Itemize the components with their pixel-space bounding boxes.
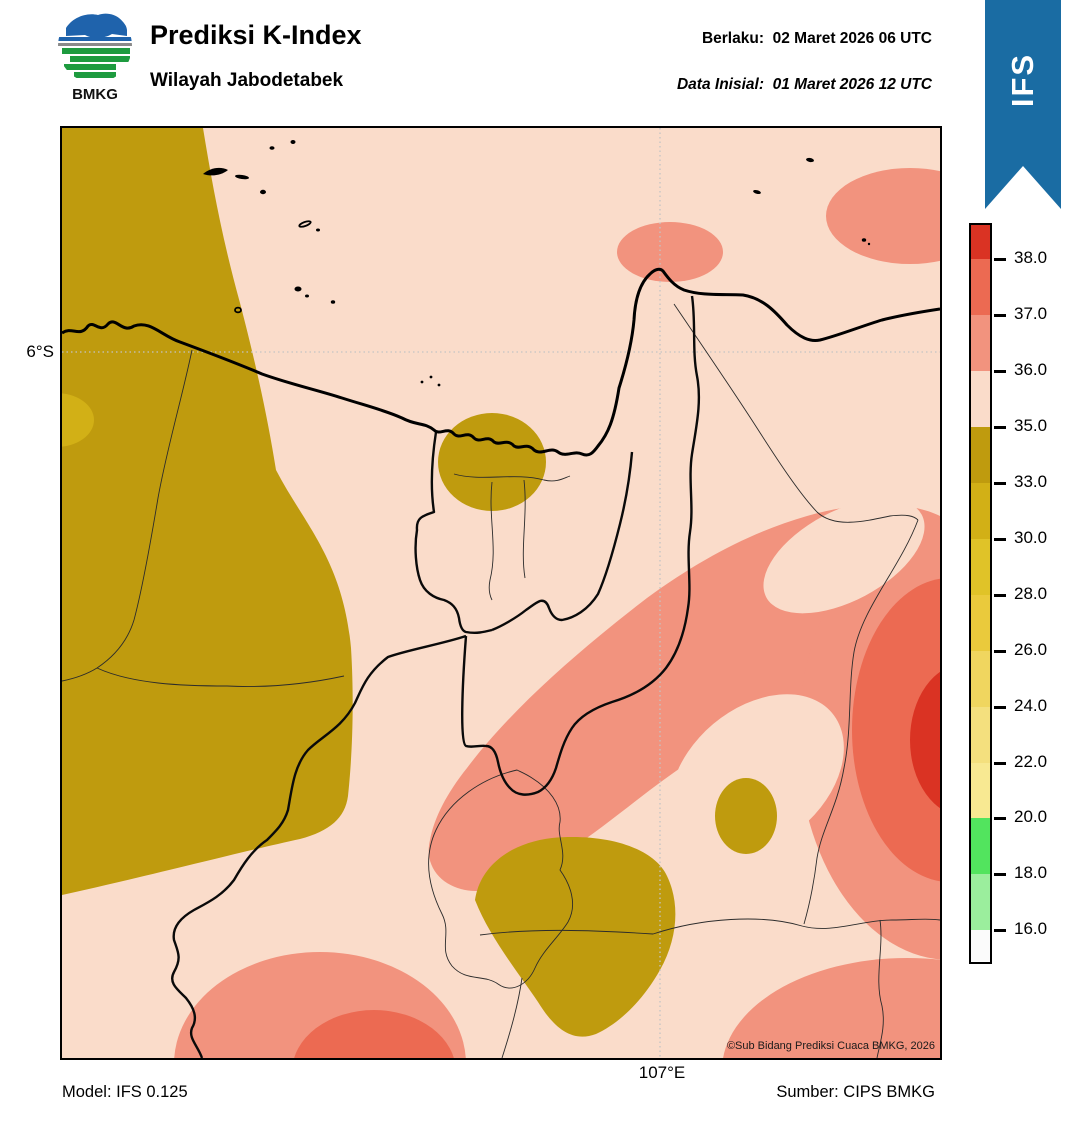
district-line-bottom-right: [876, 919, 884, 1059]
colorbar-tick-mark: [994, 706, 1006, 709]
district-river-lower: [803, 519, 919, 925]
colorbar-tick-label: 16.0: [1014, 919, 1048, 938]
province-border-jakarta-east: [491, 451, 634, 632]
contour-olive-west: [62, 128, 353, 895]
colorbar-tick-label: 36.0: [1014, 360, 1048, 379]
coastline: [61, 267, 941, 457]
colorbar-band: [971, 763, 990, 818]
logo-text: BMKG: [72, 86, 118, 102]
page-title: Prediksi K-Index: [150, 20, 362, 50]
colorbar-tick-mark: [994, 538, 1006, 541]
colorbar-band: [971, 930, 990, 961]
province-border-long-west: [171, 634, 467, 1059]
peach-wedge-b: [670, 694, 844, 858]
colorbar-tick-mark: [994, 762, 1006, 765]
lon-tick-label: 107°E: [638, 1063, 686, 1082]
contour-olive-jakarta: [438, 413, 546, 511]
province-border-jakarta-west: [414, 431, 493, 635]
colorbar-tick-label: 28.0: [1014, 584, 1048, 603]
colorbar-band: [971, 707, 990, 763]
colorbar-tick-mark: [994, 594, 1006, 597]
kindex-contour-map: [18, 128, 1072, 1128]
colorbar-tick-label: 22.0: [1014, 752, 1048, 771]
colorbar-band: [971, 874, 990, 930]
district-line-south: [501, 977, 523, 1059]
colorbar-ticks: 38.0 37.0 36.0 35.0 33.0 30.0 28.0 26.0 24.0 22.0…: [992, 225, 1072, 962]
colorbar-tick-label: 20.0: [1014, 807, 1048, 826]
page-subtitle: Wilayah Jabodetabek: [150, 70, 344, 91]
colorbar: [969, 223, 992, 964]
colorbar-band: [971, 315, 990, 371]
district-line-bottom: [479, 918, 941, 936]
colorbar-tick-label: 18.0: [1014, 863, 1048, 882]
colorbar-band: [971, 225, 990, 259]
colorbar-tick-mark: [994, 817, 1006, 820]
district-line-west-branch: [96, 667, 345, 687]
lat-tick-label: 6°S: [26, 342, 54, 361]
district-line-jakarta-2: [488, 481, 494, 601]
valid-time: Berlaku: 02 Maret 2026 06 UTC: [701, 30, 932, 47]
colorbar-band: [971, 259, 990, 315]
colorbar-tick-mark: [994, 873, 1006, 876]
district-line-jakarta-3: [522, 479, 526, 579]
colorbar-band: [971, 371, 990, 427]
initial-time: Data Inisial: 01 Maret 2026 12 UTC: [676, 76, 932, 93]
map-copyright: ©Sub Bidang Prediksi Cuaca BMKG, 2026: [726, 1040, 935, 1052]
islands-kepulauan-seribu: [203, 140, 871, 387]
colorbar-tick-mark: [994, 650, 1006, 653]
colorbar-tick-mark: [994, 929, 1006, 932]
logo-cloud-icon: [66, 13, 127, 38]
colorbar-tick-label: 30.0: [1014, 528, 1048, 547]
colorbar-tick-label: 33.0: [1014, 472, 1048, 491]
colorbar-tick-mark: [994, 258, 1006, 261]
colorbar-tick-mark: [994, 370, 1006, 373]
ifs-ribbon: [985, 0, 1061, 209]
colorbar-band: [971, 483, 990, 539]
colorbar-tick-label: 38.0: [1014, 248, 1048, 267]
source-label: Sumber: CIPS BMKG: [776, 1083, 935, 1101]
colorbar-band: [971, 818, 990, 874]
district-loop-bogor: [428, 769, 573, 989]
colorbar-tick-label: 26.0: [1014, 640, 1048, 659]
district-line-jakarta-1: [453, 473, 571, 482]
district-river-upper: [673, 303, 919, 523]
colorbar-band: [971, 427, 990, 483]
district-line-west: [61, 349, 193, 682]
bmkg-logo: BMKG: [58, 9, 132, 102]
colorbar-band: [971, 595, 990, 651]
contour-salmon-top-center: [617, 222, 723, 282]
model-label: Model: IFS 0.125: [62, 1083, 188, 1101]
colorbar-tick-label: 35.0: [1014, 416, 1048, 435]
colorbar-band: [971, 539, 990, 595]
contour-olive-bottom: [475, 837, 676, 1037]
colorbar-band: [971, 651, 990, 707]
contour-olive-small: [715, 778, 777, 854]
colorbar-tick-mark: [994, 314, 1006, 317]
peach-wedge-a: [763, 498, 925, 614]
colorbar-tick-mark: [994, 426, 1006, 429]
ifs-ribbon-label: IFS: [1004, 52, 1040, 108]
colorbar-tick-label: 24.0: [1014, 696, 1048, 715]
colorbar-tick-mark: [994, 482, 1006, 485]
colorbar-tick-label: 37.0: [1014, 304, 1048, 323]
map-canvas: ©Sub Bidang Prediksi Cuaca BMKG, 2026: [18, 126, 1072, 1128]
province-border-east: [461, 295, 701, 796]
